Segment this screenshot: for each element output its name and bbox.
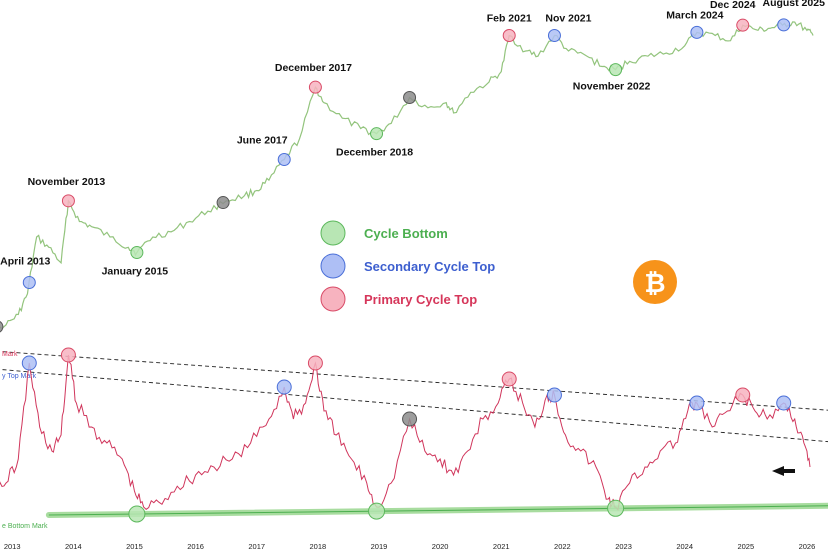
legend: Cycle Bottom Secondary Cycle Top Primary C… <box>320 220 495 312</box>
guide-bottom-line <box>48 505 828 516</box>
oscillator-marker <box>776 395 792 411</box>
price-marker <box>277 153 291 166</box>
annotation-label: November 2022 <box>573 81 651 93</box>
bitcoin-symbol: ₿ <box>644 268 665 298</box>
x-tick-label: 2026 <box>799 542 816 551</box>
legend-swatch <box>320 220 346 246</box>
x-tick-label: 2025 <box>737 542 754 551</box>
arrow-shape <box>772 466 795 476</box>
price-marker <box>61 194 75 208</box>
oscillator-marker <box>607 499 625 517</box>
annotation-label: August 2025 <box>762 0 825 9</box>
annotation-label: December 2017 <box>275 62 352 74</box>
price-marker <box>216 196 230 210</box>
annotation-label: March 2024 <box>666 9 723 21</box>
guide-label: e Bottom Mark <box>2 523 48 530</box>
x-tick-label: 2024 <box>676 542 693 551</box>
legend-label: Cycle Bottom <box>364 226 448 241</box>
x-tick-label: 2019 <box>371 542 388 551</box>
oscillator-marker <box>501 371 517 387</box>
guide-dashed-line <box>0 368 828 443</box>
price-marker <box>609 63 623 77</box>
legend-label: Secondary Cycle Top <box>364 259 495 274</box>
x-tick-label: 2018 <box>310 542 327 551</box>
arrow-left-icon <box>772 466 795 476</box>
oscillator-marker <box>276 379 292 395</box>
x-tick-label: 2023 <box>615 542 632 551</box>
x-axis: 2013 2014 2015 2016 2017 2018 2019 2020 2021 2022… <box>4 542 816 551</box>
annotation-label: Dec 2024 <box>710 0 756 11</box>
x-tick-label: 2015 <box>126 542 143 551</box>
price-marker <box>690 25 704 39</box>
oscillator-panel <box>0 347 811 523</box>
x-tick-label: 2021 <box>493 542 510 551</box>
guide-label: Mark <box>2 351 18 358</box>
price-marker <box>777 18 791 32</box>
legend-swatch <box>320 253 346 279</box>
guide-lines: Mark y Top Mark e Bottom Mark <box>0 351 828 530</box>
price-marker <box>547 29 561 42</box>
annotation-label: Feb 2021 <box>487 13 532 25</box>
price-marker <box>403 91 417 104</box>
bitcoin-logo-icon: ₿ <box>633 260 677 304</box>
price-marker <box>130 246 144 259</box>
x-tick-label: 2020 <box>432 542 449 551</box>
price-marker <box>370 127 384 141</box>
annotation-label: November 2013 <box>28 176 106 188</box>
annotation-label: January 2015 <box>102 266 169 278</box>
x-tick-label: 2013 <box>4 542 21 551</box>
guide-dashed-line <box>0 351 828 411</box>
x-tick-label: 2017 <box>248 542 265 551</box>
x-tick-label: 2022 <box>554 542 571 551</box>
oscillator-line <box>0 354 811 511</box>
price-marker <box>22 275 36 289</box>
oscillator-marker <box>128 505 146 523</box>
legend-label: Primary Cycle Top <box>364 292 477 307</box>
oscillator-marker <box>689 395 705 411</box>
oscillator-marker <box>60 347 76 363</box>
annotation-label: December 2018 <box>336 147 413 159</box>
oscillator-marker <box>546 387 562 403</box>
price-marker <box>308 80 322 94</box>
annotation-label: Nov 2021 <box>545 13 591 25</box>
guide-label: y Top Mark <box>2 373 37 380</box>
oscillator-marker <box>368 502 386 520</box>
legend-swatch <box>320 286 346 312</box>
oscillator-marker <box>21 355 37 371</box>
price-marker <box>0 321 4 333</box>
bitcoin-badge <box>633 260 677 304</box>
oscillator-marker <box>307 355 323 371</box>
annotation-label: June 2017 <box>237 135 288 147</box>
oscillator-marker <box>735 387 751 403</box>
annotation-label: April 2013 <box>0 255 50 267</box>
price-line <box>0 21 814 330</box>
price-panel: April 2013 November 2013 January 2015 June … <box>0 0 825 333</box>
x-tick-label: 2016 <box>187 542 204 551</box>
price-marker <box>502 29 516 42</box>
price-marker <box>736 18 750 32</box>
x-tick-label: 2014 <box>65 542 82 551</box>
oscillator-marker <box>402 411 418 427</box>
